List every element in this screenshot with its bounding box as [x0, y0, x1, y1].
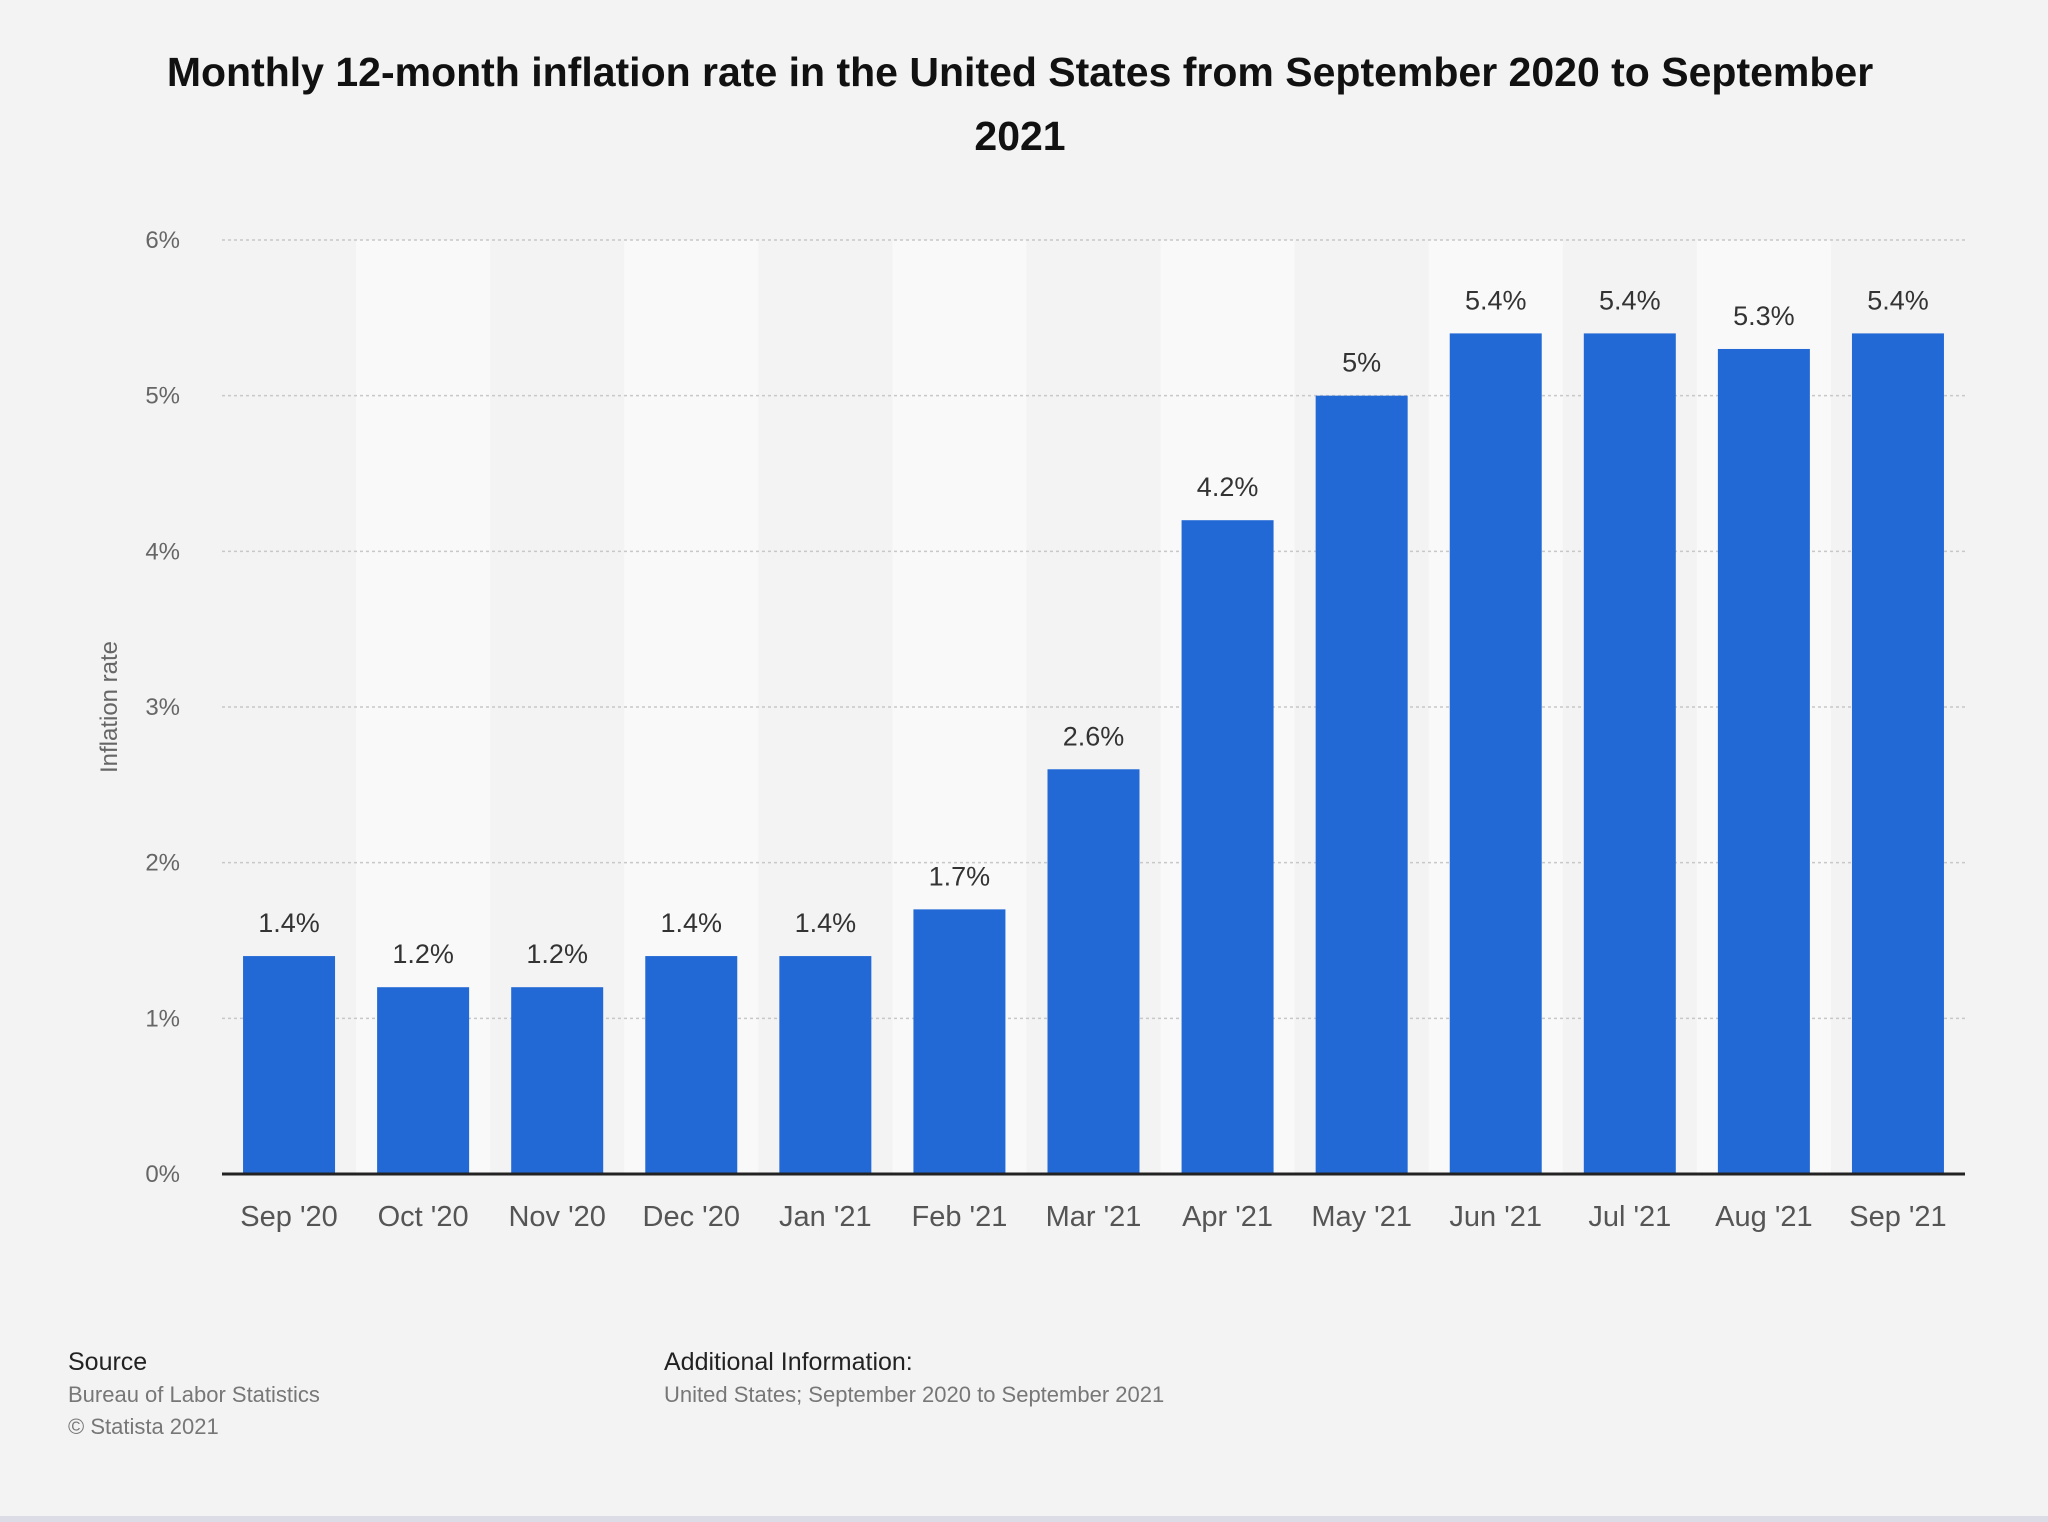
bar	[1315, 395, 1408, 1175]
x-tick-label: Sep '21	[1849, 1201, 1946, 1233]
data-label: 1.4%	[660, 908, 722, 938]
chart-title: Monthly 12-month inflation rate in the U…	[166, 49, 1874, 159]
bar	[779, 956, 872, 1174]
y-tick-label: 0%	[145, 1161, 180, 1188]
x-tick-label: Feb '21	[912, 1201, 1008, 1233]
bar	[1047, 769, 1140, 1174]
x-tick-label: Nov '20	[508, 1201, 605, 1233]
y-axis-title: Inflation rate	[96, 641, 123, 773]
bar	[913, 909, 1006, 1174]
bar	[243, 956, 336, 1174]
data-label: 5%	[1342, 348, 1381, 378]
x-tick-label: Dec '20	[643, 1201, 740, 1233]
bar	[511, 987, 604, 1174]
additional-info-line: United States; September 2020 to Septemb…	[664, 1382, 1165, 1407]
y-tick-label: 4%	[145, 538, 180, 565]
data-label: 5.4%	[1867, 285, 1929, 315]
data-label: 4.2%	[1197, 472, 1259, 502]
x-tick-label: Jan '21	[779, 1201, 872, 1233]
data-label: 2.6%	[1063, 721, 1125, 751]
additional-info-heading: Additional Information:	[664, 1348, 913, 1376]
x-tick-label: Apr '21	[1182, 1201, 1273, 1233]
data-label: 1.4%	[795, 908, 857, 938]
source-heading: Source	[68, 1348, 148, 1376]
data-label: 1.7%	[929, 861, 991, 891]
y-tick-label: 3%	[145, 694, 180, 721]
data-label: 1.2%	[392, 939, 454, 969]
bar	[1851, 333, 1944, 1174]
x-tick-label: Mar '21	[1046, 1201, 1142, 1233]
bar	[1181, 520, 1274, 1174]
source-line-2: © Statista 2021	[68, 1414, 219, 1439]
x-tick-label: Aug '21	[1715, 1201, 1812, 1233]
bar	[1449, 333, 1542, 1174]
x-tick-label: Oct '20	[378, 1201, 469, 1233]
data-label: 1.4%	[258, 908, 320, 938]
y-tick-label: 5%	[145, 383, 180, 410]
bar	[377, 987, 470, 1174]
bottom-border	[0, 1516, 2048, 1522]
data-label: 5.4%	[1599, 285, 1661, 315]
x-tick-label: Jul '21	[1588, 1201, 1671, 1233]
source-line-1: Bureau of Labor Statistics	[68, 1382, 320, 1407]
additional-info-block: Additional Information: United States; S…	[664, 1345, 1164, 1411]
source-block: Source Bureau of Labor Statistics © Stat…	[68, 1345, 320, 1443]
y-tick-label: 6%	[145, 227, 180, 254]
x-tick-label: Sep '20	[240, 1201, 337, 1233]
x-tick-label: Jun '21	[1449, 1201, 1542, 1233]
y-tick-label: 1%	[145, 1005, 180, 1032]
data-label: 5.4%	[1465, 285, 1527, 315]
x-tick-label: May '21	[1311, 1201, 1412, 1233]
data-label: 1.2%	[526, 939, 588, 969]
y-tick-label: 2%	[145, 850, 180, 877]
bar	[1583, 333, 1676, 1174]
bar	[1717, 348, 1810, 1174]
data-label: 5.3%	[1733, 301, 1795, 331]
bar	[645, 956, 738, 1174]
